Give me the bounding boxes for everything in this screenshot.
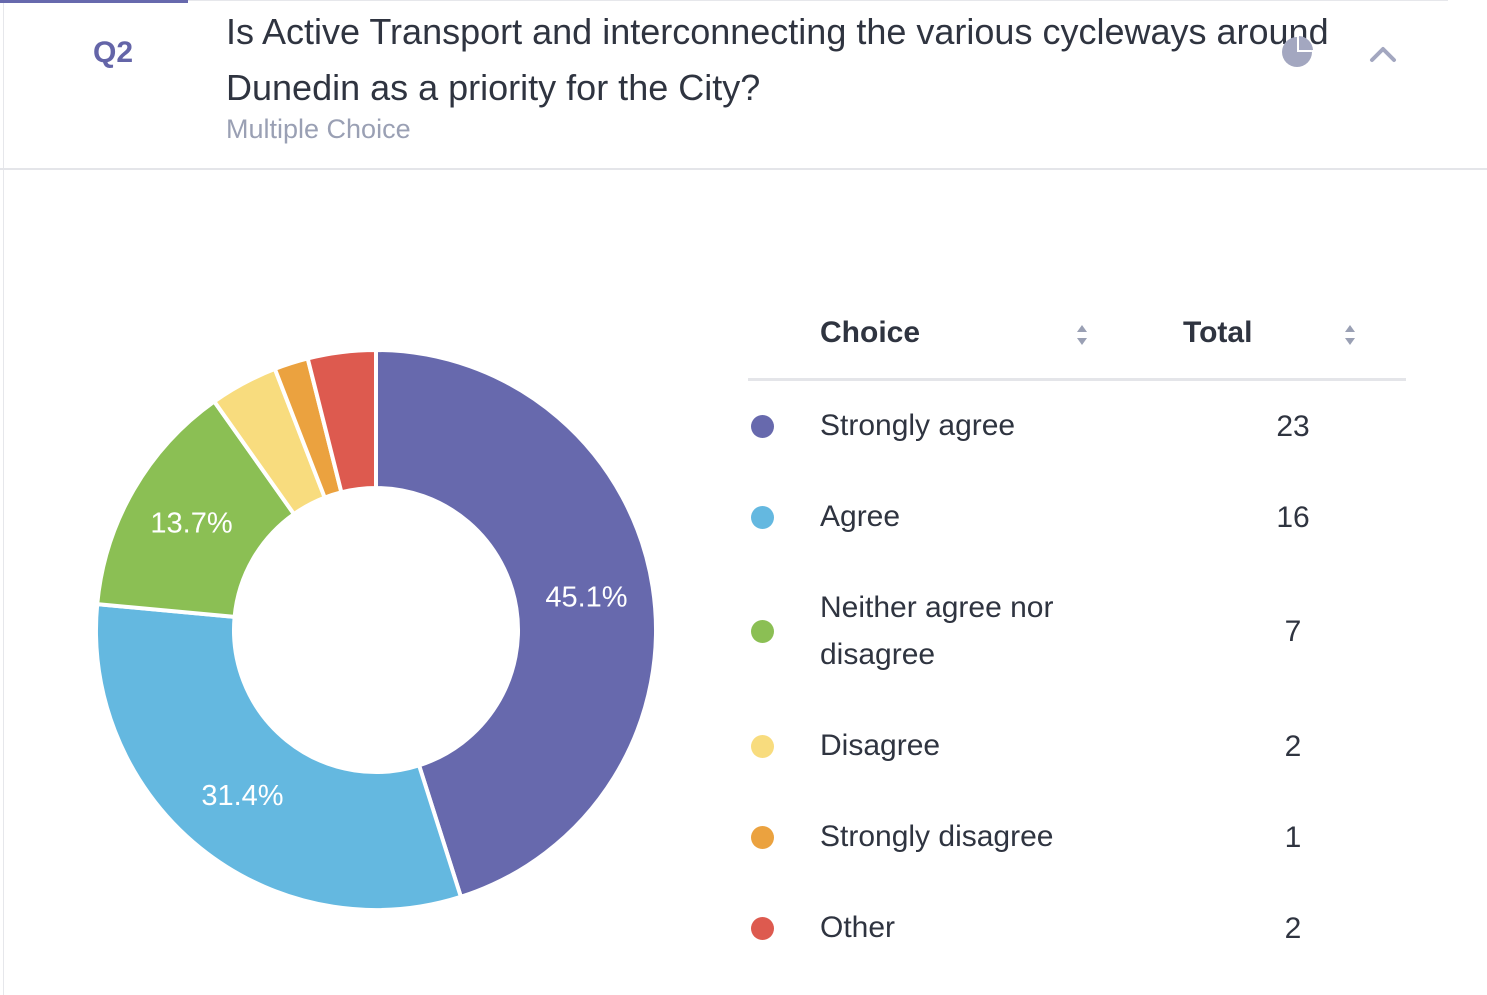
- slice-neither-agree-nor-disagree[interactable]: [95, 399, 296, 619]
- question-header[interactable]: Q2 Is Active Transport and interconnecti…: [0, 0, 1487, 170]
- legend-dot-other: [751, 916, 774, 940]
- choice-label: Strongly disagree: [820, 820, 1054, 853]
- slice-other[interactable]: [305, 348, 378, 495]
- card-left-border: [3, 0, 4, 995]
- sort-icon[interactable]: [1075, 322, 1089, 348]
- slice-label-agree: 31.4%: [201, 780, 283, 812]
- slice-label-strongly-agree: 45.1%: [545, 581, 627, 613]
- choice-label: Strongly agree: [820, 409, 1016, 442]
- legend-dot-neither-agree-nor-disagree: [751, 620, 774, 643]
- card-top-border: [188, 0, 1448, 1]
- table-row: Strongly agree 23: [748, 402, 1406, 449]
- legend-dot-agree: [751, 505, 774, 529]
- choice-column-header[interactable]: Choice: [820, 316, 921, 349]
- slice-strongly-agree[interactable]: [374, 348, 658, 899]
- total-value: 23: [1276, 409, 1310, 443]
- legend-dot-strongly-agree: [751, 414, 774, 438]
- chevron-up-icon[interactable]: [1366, 40, 1400, 68]
- question-title: Is Active Transport and interconnecting …: [226, 11, 1329, 108]
- active-tab-indicator: [0, 0, 188, 3]
- slice-label-neither-agree-nor-disagree: 13.7%: [150, 508, 232, 540]
- choice-label: Other: [820, 911, 896, 944]
- total-value: 1: [1284, 820, 1302, 854]
- question-type: Multiple Choice: [226, 114, 411, 144]
- choice-label: Neither agree nor disagree: [820, 591, 1054, 671]
- legend-dot-strongly-disagree: [751, 825, 774, 849]
- total-value: 2: [1284, 729, 1302, 763]
- total-column-header[interactable]: Total: [1183, 316, 1253, 349]
- question-number: Q2: [93, 36, 134, 69]
- total-value: 2: [1284, 911, 1302, 945]
- choice-label: Disagree: [820, 729, 941, 762]
- legend-dot-disagree: [751, 734, 774, 758]
- choice-label: Agree: [820, 500, 901, 533]
- slice-agree[interactable]: [94, 602, 463, 912]
- donut-chart: 45.1% 31.4% 13.7%: [94, 348, 658, 912]
- results-table: Choice Total Strongly agree 23 Agree 16 Neit…: [748, 296, 1406, 945]
- table-header-row: Choice Total: [748, 296, 1406, 381]
- table-row: Strongly disagree 1: [748, 813, 1406, 860]
- table-row: Other 2: [748, 904, 1406, 951]
- table-row: Agree 16: [748, 493, 1406, 540]
- pie-chart-icon[interactable]: [1279, 34, 1315, 70]
- total-value: 7: [1284, 615, 1302, 648]
- table-row: Neither agree nor disagree 7: [748, 584, 1406, 678]
- sort-icon[interactable]: [1343, 322, 1357, 348]
- table-row: Disagree 2: [748, 722, 1406, 769]
- total-value: 16: [1276, 500, 1310, 534]
